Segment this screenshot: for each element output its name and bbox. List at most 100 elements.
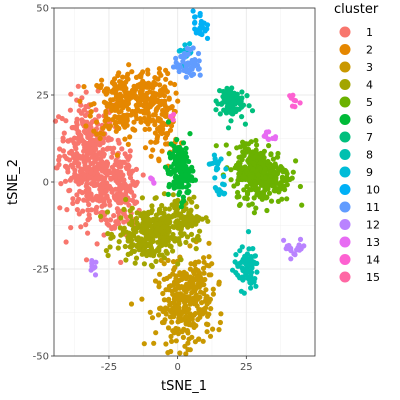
point-cluster-2 bbox=[127, 134, 133, 140]
point-cluster-2 bbox=[81, 84, 87, 90]
y-axis-title: tSNE_2 bbox=[6, 159, 21, 205]
point-cluster-7 bbox=[227, 89, 233, 95]
point-cluster-1 bbox=[78, 155, 84, 161]
point-cluster-1 bbox=[107, 217, 114, 223]
point-cluster-1 bbox=[61, 130, 67, 136]
x-tick-label: -25 bbox=[101, 362, 117, 373]
point-cluster-1 bbox=[88, 170, 94, 176]
point-cluster-2 bbox=[83, 123, 89, 129]
point-cluster-4 bbox=[134, 236, 140, 242]
point-cluster-2 bbox=[152, 121, 158, 128]
point-cluster-1 bbox=[116, 140, 122, 146]
point-cluster-10 bbox=[204, 26, 210, 32]
point-cluster-1 bbox=[74, 116, 80, 122]
point-cluster-5 bbox=[247, 178, 253, 184]
point-cluster-1 bbox=[84, 198, 90, 204]
point-cluster-4 bbox=[143, 237, 149, 243]
point-cluster-4 bbox=[155, 239, 161, 245]
point-cluster-7 bbox=[227, 109, 233, 115]
point-cluster-4 bbox=[107, 244, 113, 250]
point-cluster-3 bbox=[170, 291, 176, 297]
point-cluster-2 bbox=[130, 126, 136, 132]
point-cluster-7 bbox=[231, 106, 237, 112]
point-cluster-6 bbox=[167, 150, 173, 156]
point-cluster-5 bbox=[255, 172, 261, 178]
point-cluster-2 bbox=[140, 69, 146, 75]
y-tick-label: 25 bbox=[36, 91, 49, 102]
point-cluster-4 bbox=[125, 251, 131, 257]
point-cluster-4 bbox=[153, 220, 159, 226]
point-cluster-5 bbox=[278, 165, 284, 171]
point-cluster-2 bbox=[114, 107, 120, 113]
point-cluster-2 bbox=[123, 85, 129, 92]
point-cluster-2 bbox=[141, 115, 147, 121]
point-cluster-2 bbox=[157, 82, 163, 88]
point-cluster-5 bbox=[259, 151, 265, 157]
point-cluster-2 bbox=[156, 66, 162, 72]
point-cluster-4 bbox=[128, 213, 134, 220]
point-cluster-5 bbox=[257, 165, 263, 171]
point-cluster-1 bbox=[85, 190, 91, 196]
point-cluster-5 bbox=[254, 142, 260, 148]
point-cluster-1 bbox=[97, 185, 103, 192]
point-cluster-1 bbox=[81, 107, 87, 113]
point-cluster-8 bbox=[250, 246, 256, 252]
legend-key-2 bbox=[339, 44, 351, 55]
point-cluster-4 bbox=[145, 211, 151, 217]
point-cluster-8 bbox=[248, 285, 254, 291]
legend-label-10: 10 bbox=[366, 184, 380, 197]
point-cluster-1 bbox=[103, 188, 109, 194]
point-cluster-2 bbox=[142, 98, 148, 104]
point-cluster-3 bbox=[217, 319, 223, 326]
point-cluster-11 bbox=[178, 53, 184, 60]
point-cluster-4 bbox=[181, 208, 187, 214]
point-cluster-9 bbox=[218, 156, 224, 162]
point-cluster-13 bbox=[262, 133, 268, 139]
legend-key-15 bbox=[339, 271, 351, 283]
point-cluster-3 bbox=[167, 302, 173, 308]
point-cluster-1 bbox=[105, 145, 111, 151]
point-cluster-4 bbox=[154, 216, 160, 222]
point-cluster-1 bbox=[104, 221, 110, 227]
point-cluster-7 bbox=[244, 93, 250, 99]
point-cluster-5 bbox=[266, 190, 273, 196]
point-cluster-5 bbox=[290, 169, 296, 175]
point-cluster-7 bbox=[239, 114, 245, 120]
point-cluster-8 bbox=[246, 246, 252, 252]
point-cluster-4 bbox=[170, 192, 176, 198]
point-cluster-4 bbox=[123, 196, 129, 203]
point-cluster-2 bbox=[138, 93, 144, 99]
point-cluster-1 bbox=[75, 163, 81, 169]
point-cluster-4 bbox=[133, 255, 140, 261]
point-cluster-6 bbox=[171, 143, 177, 149]
point-cluster-3 bbox=[157, 271, 163, 277]
point-cluster-1 bbox=[78, 180, 84, 186]
legend-key-14 bbox=[339, 254, 351, 265]
point-cluster-1 bbox=[73, 126, 79, 132]
point-cluster-6 bbox=[165, 167, 171, 173]
point-cluster-8 bbox=[245, 274, 251, 280]
point-cluster-3 bbox=[201, 255, 207, 261]
point-cluster-1 bbox=[53, 165, 60, 171]
point-cluster-1 bbox=[106, 135, 112, 141]
point-cluster-5 bbox=[250, 166, 256, 172]
point-cluster-1 bbox=[108, 176, 114, 182]
point-cluster-3 bbox=[194, 303, 200, 309]
point-cluster-6 bbox=[184, 154, 190, 160]
point-cluster-1 bbox=[130, 178, 136, 185]
point-cluster-2 bbox=[116, 95, 122, 101]
point-cluster-4 bbox=[123, 257, 129, 263]
point-cluster-5 bbox=[265, 158, 271, 165]
point-cluster-2 bbox=[162, 113, 168, 119]
point-cluster-2 bbox=[145, 71, 151, 77]
point-cluster-4 bbox=[115, 245, 121, 251]
point-cluster-4 bbox=[170, 248, 176, 254]
y-tick-label: -50 bbox=[33, 352, 49, 363]
point-cluster-2 bbox=[91, 101, 97, 107]
point-cluster-4 bbox=[195, 233, 201, 239]
point-cluster-2 bbox=[163, 76, 169, 82]
point-cluster-3 bbox=[201, 259, 207, 265]
point-cluster-4 bbox=[174, 202, 180, 208]
point-cluster-2 bbox=[118, 108, 124, 114]
point-cluster-5 bbox=[278, 180, 284, 186]
